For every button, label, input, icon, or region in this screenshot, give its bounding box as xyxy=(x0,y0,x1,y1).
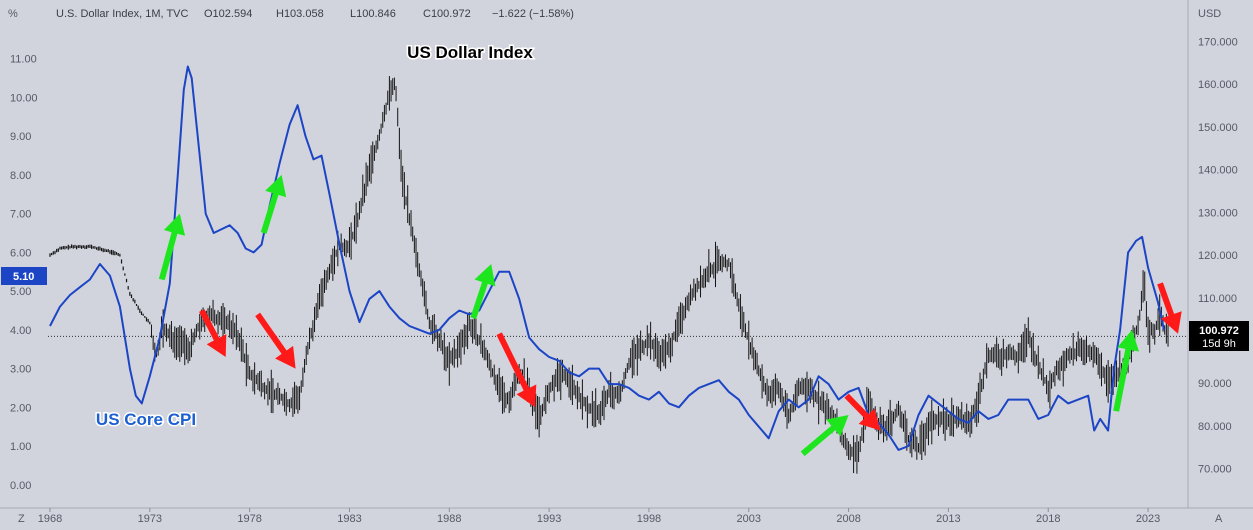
right-tick-label: 160.000 xyxy=(1198,79,1238,91)
down-arrow-icon xyxy=(255,312,296,369)
time-tick-label: 1993 xyxy=(537,513,561,525)
right-tick-label: 80.000 xyxy=(1198,421,1232,433)
right-tick-label: 70.000 xyxy=(1198,464,1232,476)
down-arrow-icon xyxy=(199,309,227,357)
left-tick-label: 6.00 xyxy=(10,247,31,259)
price-badge-value: 100.972 xyxy=(1199,325,1239,337)
cpi-line-series[interactable] xyxy=(49,65,1165,451)
up-arrow-icon xyxy=(470,264,496,320)
time-tick-label: 2023 xyxy=(1136,513,1160,525)
cpi-annotation: US Core CPI xyxy=(96,410,196,429)
right-tick-label: 120.000 xyxy=(1198,250,1238,262)
time-tick-label: 1988 xyxy=(437,513,461,525)
time-axis[interactable]: 1968 1973 1978 1983 1988 1993 1998 2003 2008 2013… xyxy=(38,508,1161,525)
right-tick-label: 140.000 xyxy=(1198,165,1238,177)
time-tick-label: 1968 xyxy=(38,513,62,525)
down-arrow-icon xyxy=(1157,282,1182,334)
dxy-bar-series[interactable] xyxy=(49,76,1169,474)
ohlc-close: C100.972 xyxy=(423,8,471,20)
up-arrow-icon xyxy=(800,415,849,457)
left-value-badge xyxy=(1,267,47,285)
left-tick-label: 10.00 xyxy=(10,92,38,104)
right-tick-label: 150.000 xyxy=(1198,122,1238,134)
time-tick-label: 1978 xyxy=(237,513,261,525)
left-tick-label: 8.00 xyxy=(10,170,31,182)
right-axis-unit: USD xyxy=(1198,8,1221,20)
time-tick-label: 2013 xyxy=(936,513,960,525)
up-arrow-icon xyxy=(158,213,186,281)
annotation-arrows xyxy=(158,174,1182,457)
up-arrow-icon xyxy=(260,174,287,234)
price-badge-countdown: 15d 9h xyxy=(1202,338,1236,350)
auto-scale-button[interactable]: A xyxy=(1215,513,1223,525)
left-tick-label: 5.00 xyxy=(10,286,31,298)
right-tick-label: 110.000 xyxy=(1198,293,1237,305)
left-value-badge-text: 5.10 xyxy=(13,271,34,283)
left-tick-label: 9.00 xyxy=(10,131,31,143)
left-tick-label: 11.00 xyxy=(10,54,37,66)
dxy-annotation: US Dollar Index xyxy=(407,43,533,62)
left-axis-unit: % xyxy=(8,8,18,20)
time-tick-label: 1973 xyxy=(138,513,162,525)
right-axis[interactable]: 70.00080.00090.000100.000110.000120.0001… xyxy=(1198,36,1238,475)
down-arrow-icon xyxy=(844,393,881,431)
ohlc-change: −1.622 (−1.58%) xyxy=(492,8,574,20)
time-tick-label: 1983 xyxy=(337,513,361,525)
left-tick-label: 4.00 xyxy=(10,325,31,337)
up-arrow-icon xyxy=(1113,329,1139,412)
ohlc-low: L100.846 xyxy=(350,8,396,20)
down-arrow-icon xyxy=(496,332,537,408)
time-tick-label: 2008 xyxy=(836,513,860,525)
left-axis[interactable]: 0.00 1.00 2.00 3.00 4.00 5.00 6.00 7.00 8.00 9.00… xyxy=(10,54,38,492)
time-tick-label: 2003 xyxy=(737,513,761,525)
ohlc-open: O102.594 xyxy=(204,8,252,20)
zoom-button[interactable]: Z xyxy=(18,513,25,525)
symbol-info[interactable]: U.S. Dollar Index, 1M, TVC xyxy=(56,8,189,20)
left-tick-label: 7.00 xyxy=(10,209,31,221)
left-tick-label: 2.00 xyxy=(10,402,31,414)
left-tick-label: 3.00 xyxy=(10,364,31,376)
price-badge xyxy=(1189,321,1249,351)
right-tick-label: 90.000 xyxy=(1198,378,1232,390)
right-tick-label: 170.000 xyxy=(1198,36,1238,48)
time-tick-label: 2018 xyxy=(1036,513,1060,525)
left-tick-label: 0.00 xyxy=(10,480,31,492)
ohlc-high: H103.058 xyxy=(276,8,324,20)
time-tick-label: 1998 xyxy=(637,513,661,525)
left-tick-label: 1.00 xyxy=(10,441,31,453)
right-tick-label: 130.000 xyxy=(1198,207,1238,219)
